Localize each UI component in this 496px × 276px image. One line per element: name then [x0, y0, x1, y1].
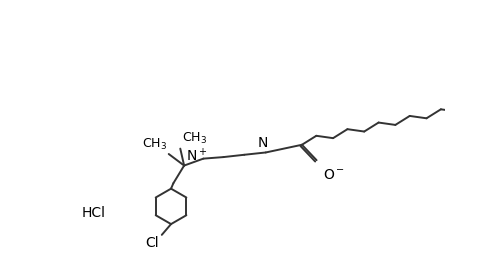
Text: HCl: HCl	[82, 206, 106, 220]
Text: O$^-$: O$^-$	[323, 168, 345, 182]
Text: Cl: Cl	[145, 237, 159, 250]
Text: N$^+$: N$^+$	[186, 147, 207, 164]
Text: CH$_3$: CH$_3$	[142, 137, 167, 152]
Text: N: N	[257, 136, 268, 150]
Text: CH$_3$: CH$_3$	[182, 131, 207, 146]
